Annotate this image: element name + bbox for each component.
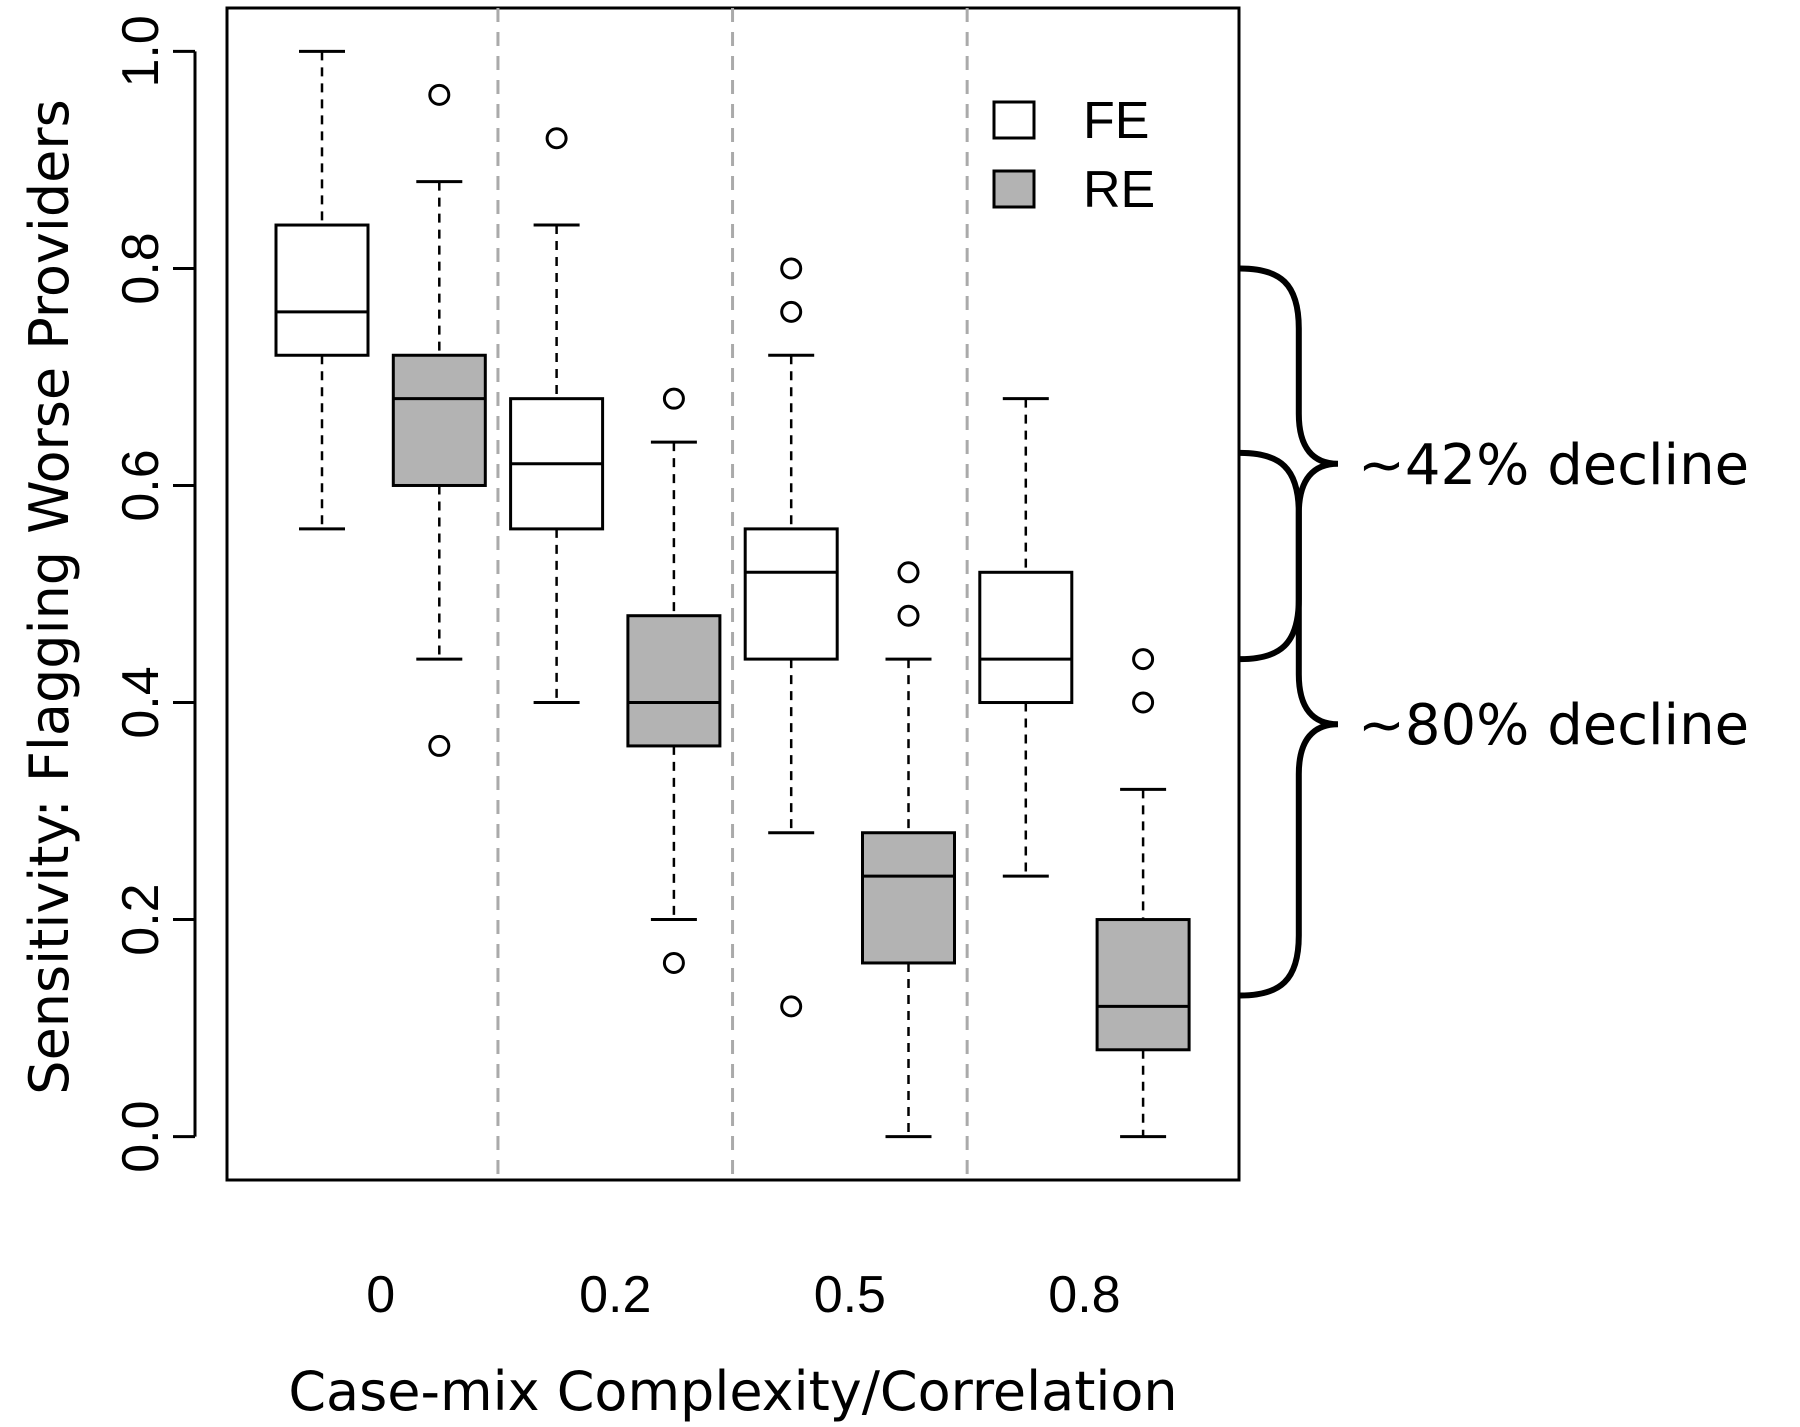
- outlier-point-2: [780, 995, 803, 1018]
- x-tick-label-2: 0.5: [814, 1266, 886, 1324]
- legend-swatch-fe: [992, 100, 1036, 140]
- y-tick-label-5: 1.0: [112, 15, 170, 87]
- legend: FE RE: [992, 92, 1155, 219]
- box-series: [274, 49, 1191, 1139]
- x-tick-label-1: 0.2: [579, 1266, 651, 1324]
- legend-label-fe: FE: [1083, 92, 1149, 150]
- box-iqr: [861, 831, 956, 965]
- outlier-point-0: [545, 127, 568, 150]
- brace-0: [1239, 265, 1339, 663]
- box-iqr: [274, 223, 370, 357]
- outlier-point-0: [897, 561, 920, 584]
- outlier-point-0: [428, 83, 451, 106]
- annotation-label-0: ~42% decline: [1358, 433, 1749, 498]
- legend-swatch-re: [992, 169, 1036, 209]
- y-tick-label-4: 0.8: [112, 232, 170, 304]
- outlier-point-0: [1132, 648, 1155, 671]
- outlier-point-1: [428, 734, 451, 757]
- box-re-0: [391, 83, 487, 757]
- outlier-point-1: [897, 604, 920, 627]
- box-fe-0: [274, 49, 370, 531]
- box-iqr: [391, 353, 487, 487]
- box-iqr: [626, 614, 722, 748]
- outlier-point-1: [780, 300, 803, 323]
- y-axis: 0.0 0.2 0.4 0.6 0.8 1.0: [112, 15, 197, 1173]
- outlier-point-1: [662, 951, 685, 974]
- annotations: ~42% decline ~80% decline: [1239, 265, 1749, 999]
- box-re-3: [1095, 648, 1191, 1139]
- x-axis-title: Case-mix Complexity/Correlation: [288, 1360, 1177, 1423]
- x-axis: 0 0.2 0.5 0.8: [366, 1266, 1120, 1324]
- box-iqr: [978, 570, 1074, 705]
- y-tick-label-0: 0.0: [112, 1100, 170, 1172]
- outlier-point-1: [1132, 691, 1155, 714]
- box-re-2: [861, 561, 956, 1139]
- x-tick-label-0: 0: [366, 1266, 395, 1324]
- y-axis-title: Sensitivity: Flagging Worse Providers: [18, 99, 81, 1094]
- box-iqr: [1095, 918, 1191, 1052]
- y-tick-label-1: 0.2: [112, 883, 170, 955]
- box-re-1: [626, 387, 722, 974]
- box-fe-1: [509, 127, 605, 705]
- outlier-point-0: [780, 257, 803, 280]
- group-separators: [496, 8, 969, 1180]
- outlier-point-0: [662, 387, 685, 410]
- y-tick-label-3: 0.6: [112, 449, 170, 521]
- legend-label-re: RE: [1083, 161, 1155, 219]
- box-iqr: [743, 527, 839, 661]
- annotation-label-1: ~80% decline: [1358, 693, 1749, 758]
- box-fe-3: [978, 397, 1074, 878]
- box-fe-2: [743, 257, 839, 1018]
- brace-1: [1239, 449, 1339, 999]
- x-tick-label-3: 0.8: [1048, 1266, 1120, 1324]
- y-tick-label-2: 0.4: [112, 666, 170, 738]
